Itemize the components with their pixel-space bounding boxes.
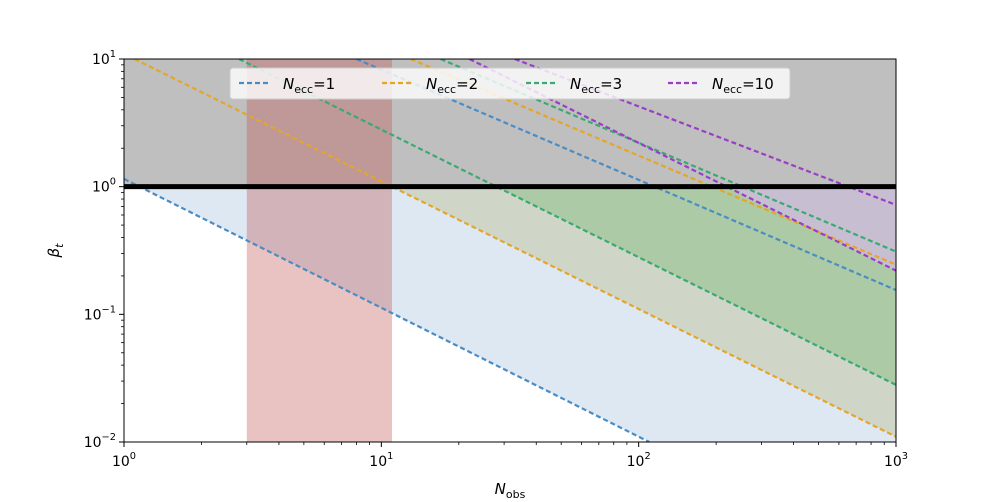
band-series-4 xyxy=(124,186,896,271)
band-series-2 xyxy=(124,186,896,437)
y-tick-label: 10−1 xyxy=(84,304,116,323)
vspan-region xyxy=(246,59,392,442)
band-series-1 xyxy=(124,186,896,442)
legend-label-4: Necc=10 xyxy=(712,75,774,96)
x-tick-label: 100 xyxy=(112,451,136,470)
series-3-line-1 xyxy=(238,59,896,386)
x-tick-label: 102 xyxy=(627,451,651,470)
legend: Necc=1 Necc=2 Necc=3 Necc=10 xyxy=(229,67,791,100)
series-1-line-1 xyxy=(124,177,650,442)
legend-label-2: Necc=2 xyxy=(426,75,478,96)
y-tick-label: 10−2 xyxy=(84,432,116,451)
x-axis-label: Nobs xyxy=(495,480,526,498)
axis-ticks: 100 101 102 103 10−2 10−1 100 101 xyxy=(84,49,908,470)
plot-frame xyxy=(123,58,897,443)
series-4-line-1 xyxy=(468,59,896,272)
band-series-3 xyxy=(124,186,896,385)
legend-label-1: Necc=1 xyxy=(283,75,335,96)
series-2-line-1 xyxy=(134,59,896,438)
legend-label-3: Necc=3 xyxy=(570,75,622,96)
shaded-bands xyxy=(124,186,896,442)
y-tick-label: 100 xyxy=(92,177,116,196)
x-tick-label: 103 xyxy=(884,451,908,470)
y-tick-label: 101 xyxy=(92,49,116,68)
y-axis-label: βt xyxy=(45,243,66,259)
legend-box xyxy=(229,67,791,100)
x-tick-label: 101 xyxy=(369,451,393,470)
